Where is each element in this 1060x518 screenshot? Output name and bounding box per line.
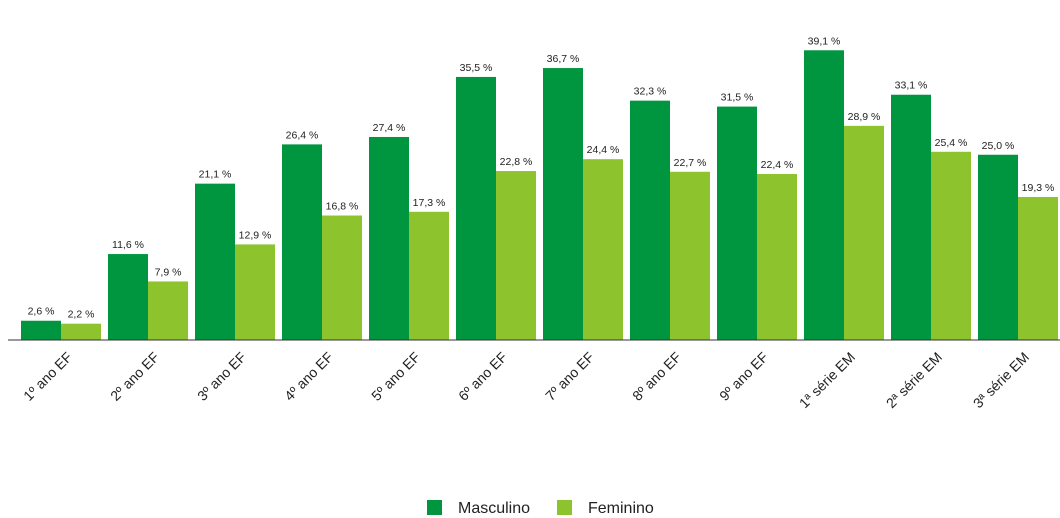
value-label-feminino-12: 19,3 % — [1022, 182, 1055, 194]
bar-masculino-8 — [630, 100, 670, 340]
value-label-feminino-10: 28,9 % — [848, 111, 881, 123]
bar-masculino-4 — [282, 144, 322, 340]
value-label-masculino-11: 33,1 % — [895, 80, 928, 92]
value-label-masculino-2: 11,6 % — [112, 239, 144, 251]
bar-feminino-8 — [670, 171, 710, 340]
value-label-feminino-11: 25,4 % — [935, 137, 968, 149]
value-label-masculino-10: 39,1 % — [808, 35, 841, 47]
bar-feminino-2 — [148, 281, 188, 340]
bar-feminino-4 — [322, 215, 362, 340]
bar-feminino-12 — [1018, 196, 1058, 340]
bar-feminino-5 — [409, 211, 449, 340]
value-label-feminino-1: 2,2 % — [68, 309, 95, 321]
bar-feminino-10 — [844, 125, 884, 340]
x-tick-label-1: 1º ano EF — [20, 349, 75, 404]
bar-feminino-6 — [496, 171, 536, 340]
value-label-feminino-3: 12,9 % — [239, 229, 272, 241]
bar-feminino-1 — [61, 323, 101, 340]
value-label-feminino-6: 22,8 % — [500, 156, 533, 168]
x-tick-label-3: 3º ano EF — [194, 349, 249, 404]
bars-layer — [21, 50, 1058, 341]
value-label-masculino-12: 25,0 % — [982, 140, 1015, 152]
value-label-masculino-3: 21,1 % — [199, 169, 232, 181]
x-tick-label-12: 3ª série EM — [970, 349, 1032, 411]
bar-masculino-5 — [369, 136, 409, 340]
value-label-feminino-9: 22,4 % — [761, 159, 794, 171]
legend-swatch-masculino — [427, 500, 442, 515]
value-label-masculino-9: 31,5 % — [721, 92, 754, 104]
value-label-feminino-4: 16,8 % — [326, 201, 359, 213]
value-label-feminino-5: 17,3 % — [413, 197, 446, 209]
x-tick-label-9: 9º ano EF — [716, 349, 771, 404]
value-label-masculino-4: 26,4 % — [286, 129, 319, 141]
value-label-masculino-8: 32,3 % — [634, 86, 667, 98]
bar-masculino-11 — [891, 94, 931, 340]
bar-masculino-10 — [804, 50, 844, 340]
value-label-masculino-5: 27,4 % — [373, 122, 406, 134]
x-tick-label-8: 8º ano EF — [629, 349, 684, 404]
value-label-feminino-8: 22,7 % — [674, 157, 707, 169]
bar-feminino-7 — [583, 159, 623, 340]
value-label-feminino-2: 7,9 % — [155, 266, 182, 278]
bar-feminino-9 — [757, 174, 797, 340]
bar-masculino-7 — [543, 68, 583, 340]
x-tick-label-4: 4º ano EF — [281, 349, 336, 404]
bar-masculino-1 — [21, 320, 61, 340]
bar-masculino-9 — [717, 106, 757, 341]
x-tick-label-5: 5º ano EF — [368, 349, 423, 404]
x-tick-labels-layer: 1º ano EF 2º ano EF 3º ano EF 4º ano EF 5º a… — [20, 349, 1032, 411]
x-tick-label-10: 1ª série EM — [796, 349, 858, 411]
value-label-feminino-7: 24,4 % — [587, 144, 620, 156]
x-tick-label-11: 2ª série EM — [883, 349, 945, 411]
x-tick-label-7: 7º ano EF — [542, 349, 597, 404]
value-label-masculino-1: 2,6 % — [28, 306, 55, 318]
bar-masculino-2 — [108, 254, 148, 340]
bar-masculino-12 — [978, 154, 1018, 340]
value-labels-layer: 2,6 % 2,2 % 11,6 % 7,9 % 21,1 % 12,9 % 26,4 % 1… — [28, 35, 1055, 320]
bar-masculino-3 — [195, 183, 235, 340]
value-label-masculino-6: 35,5 % — [460, 62, 493, 74]
x-tick-label-6: 6º ano EF — [455, 349, 510, 404]
bar-masculino-6 — [456, 76, 496, 340]
legend-label-feminino: Feminino — [588, 500, 654, 517]
bar-feminino-11 — [931, 151, 971, 340]
legend-swatch-feminino — [557, 500, 572, 515]
legend: Masculino Feminino — [427, 500, 654, 517]
bar-feminino-3 — [235, 244, 275, 340]
x-tick-label-2: 2º ano EF — [107, 349, 162, 404]
legend-label-masculino: Masculino — [458, 500, 530, 517]
value-label-masculino-7: 36,7 % — [547, 53, 580, 65]
